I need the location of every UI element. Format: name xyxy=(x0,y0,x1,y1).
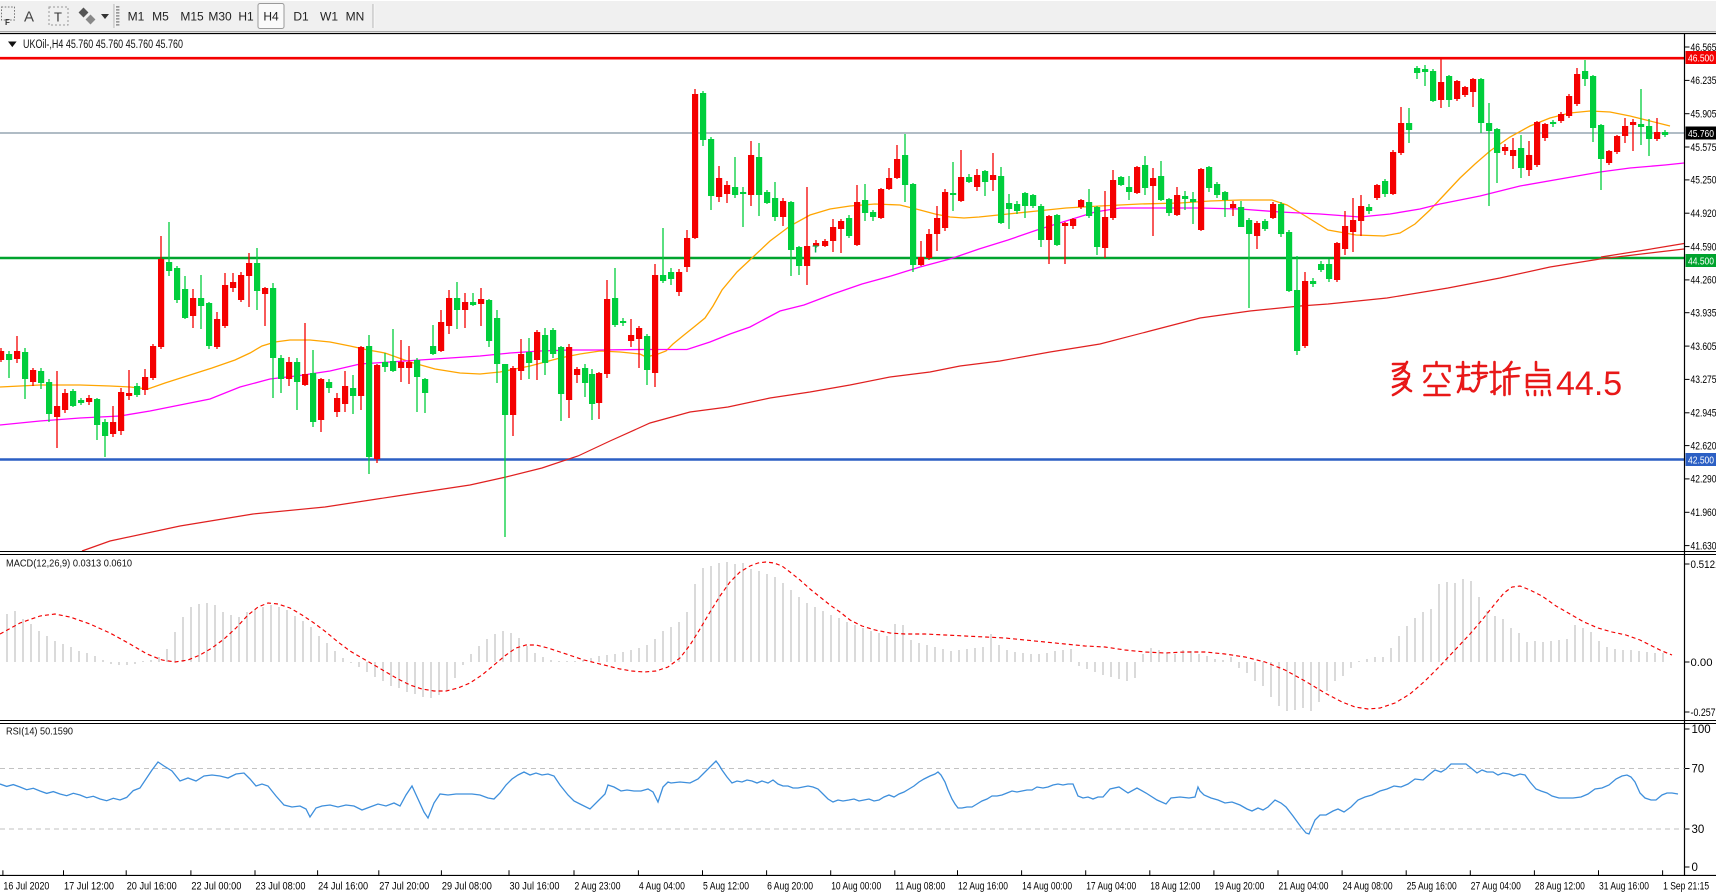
svg-text:19 Aug 20:00: 19 Aug 20:00 xyxy=(1214,881,1264,893)
svg-text:44.920: 44.920 xyxy=(1691,208,1716,220)
svg-text:21 Aug 04:00: 21 Aug 04:00 xyxy=(1279,881,1329,893)
svg-text:22 Jul 00:00: 22 Jul 00:00 xyxy=(191,881,241,893)
svg-text:45.575: 45.575 xyxy=(1691,142,1716,154)
svg-text:M1: M1 xyxy=(128,10,145,24)
svg-text:42.945: 42.945 xyxy=(1691,408,1716,420)
svg-text:20 Jul 16:00: 20 Jul 16:00 xyxy=(127,881,177,893)
svg-text:UKOil-,H4 45.760 45.760 45.76: UKOil-,H4 45.760 45.760 45.760 45.760 xyxy=(23,39,183,51)
svg-text:24 Aug 08:00: 24 Aug 08:00 xyxy=(1343,881,1393,893)
svg-text:23 Jul 08:00: 23 Jul 08:00 xyxy=(256,881,306,893)
svg-text:H4: H4 xyxy=(263,10,279,24)
svg-text:14 Aug 00:00: 14 Aug 00:00 xyxy=(1022,881,1072,893)
svg-text:42.620: 42.620 xyxy=(1691,440,1716,452)
svg-text:44.5: 44.5 xyxy=(1556,365,1622,403)
svg-text:T: T xyxy=(813,245,819,256)
svg-text:F: F xyxy=(5,18,10,27)
svg-text:-0.2578: -0.2578 xyxy=(1691,707,1716,719)
svg-text:42.500: 42.500 xyxy=(1688,455,1714,466)
svg-text:25 Aug 16:00: 25 Aug 16:00 xyxy=(1407,881,1457,893)
svg-text:MN: MN xyxy=(346,10,365,24)
svg-text:41.960: 41.960 xyxy=(1691,507,1716,519)
svg-text:W1: W1 xyxy=(320,10,338,24)
svg-text:44.590: 44.590 xyxy=(1691,241,1716,253)
svg-text:43.275: 43.275 xyxy=(1691,374,1716,386)
svg-text:27 Aug 04:00: 27 Aug 04:00 xyxy=(1471,881,1521,893)
svg-text:44.500: 44.500 xyxy=(1688,256,1714,267)
svg-text:11 Aug 08:00: 11 Aug 08:00 xyxy=(895,881,945,893)
svg-text:29 Jul 08:00: 29 Jul 08:00 xyxy=(442,881,492,893)
svg-text:0.5121: 0.5121 xyxy=(1691,559,1716,571)
svg-text:28 Aug 12:00: 28 Aug 12:00 xyxy=(1535,881,1585,893)
svg-text:41.630: 41.630 xyxy=(1691,540,1716,552)
svg-text:12 Aug 16:00: 12 Aug 16:00 xyxy=(958,881,1008,893)
svg-text:T: T xyxy=(54,10,62,25)
svg-text:5 Aug 12:00: 5 Aug 12:00 xyxy=(703,881,749,893)
svg-text:17 Aug 04:00: 17 Aug 04:00 xyxy=(1086,881,1136,893)
svg-text:46.235: 46.235 xyxy=(1691,75,1716,87)
svg-text:30 Jul 16:00: 30 Jul 16:00 xyxy=(510,881,560,893)
svg-text:70: 70 xyxy=(1692,764,1705,776)
svg-text:31 Aug 16:00: 31 Aug 16:00 xyxy=(1599,881,1649,893)
svg-text:A: A xyxy=(24,9,34,26)
svg-text:44.260: 44.260 xyxy=(1691,275,1716,287)
svg-text:17 Jul 12:00: 17 Jul 12:00 xyxy=(64,881,114,893)
svg-text:M15: M15 xyxy=(180,10,204,24)
svg-text:16 Jul 2020: 16 Jul 2020 xyxy=(3,881,49,893)
svg-text:43.605: 43.605 xyxy=(1691,341,1716,353)
svg-text:24 Jul 16:00: 24 Jul 16:00 xyxy=(318,881,368,893)
svg-text:6 Aug 20:00: 6 Aug 20:00 xyxy=(767,881,813,893)
svg-text:0: 0 xyxy=(1692,862,1698,874)
svg-text:2 Aug 23:00: 2 Aug 23:00 xyxy=(575,881,621,893)
svg-text:46.500: 46.500 xyxy=(1688,53,1714,64)
svg-text:27 Jul 20:00: 27 Jul 20:00 xyxy=(379,881,429,893)
svg-text:0.00: 0.00 xyxy=(1691,657,1713,669)
svg-text:RSI(14) 50.1590: RSI(14) 50.1590 xyxy=(6,727,73,738)
svg-text:MACD(12,26,9) 0.0313 0.0610: MACD(12,26,9) 0.0313 0.0610 xyxy=(6,559,132,570)
svg-text:10 Aug 00:00: 10 Aug 00:00 xyxy=(831,881,881,893)
svg-text:M30: M30 xyxy=(208,10,232,24)
svg-text:30: 30 xyxy=(1692,824,1705,836)
svg-text:100: 100 xyxy=(1692,724,1711,736)
svg-text:45.905: 45.905 xyxy=(1691,109,1716,121)
svg-text:45.760: 45.760 xyxy=(1688,129,1714,140)
svg-text:H1: H1 xyxy=(238,10,254,24)
svg-text:M5: M5 xyxy=(152,10,169,24)
svg-text:43.935: 43.935 xyxy=(1691,308,1716,320)
svg-text:1 Sep 21:15: 1 Sep 21:15 xyxy=(1663,881,1709,893)
svg-text:D1: D1 xyxy=(293,10,309,24)
svg-text:45.250: 45.250 xyxy=(1691,175,1716,187)
svg-text:46.565: 46.565 xyxy=(1691,42,1716,54)
svg-text:18 Aug 12:00: 18 Aug 12:00 xyxy=(1150,881,1200,893)
svg-text:42.290: 42.290 xyxy=(1691,474,1716,486)
svg-text:4 Aug 04:00: 4 Aug 04:00 xyxy=(639,881,685,893)
